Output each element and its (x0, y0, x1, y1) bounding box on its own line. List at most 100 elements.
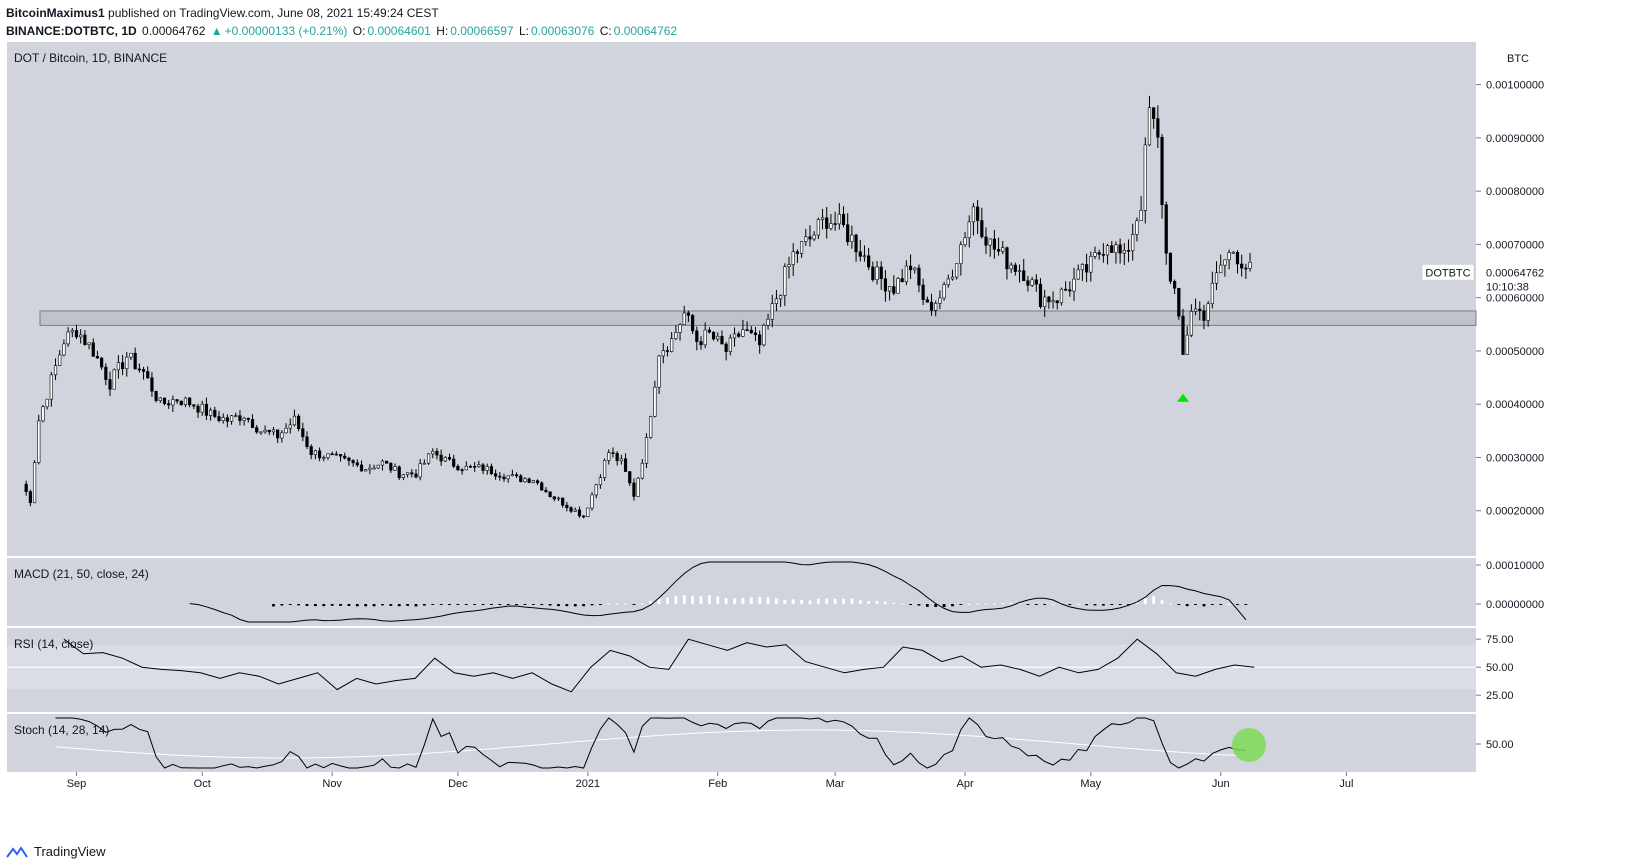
candle (971, 206, 976, 223)
candle (728, 337, 732, 352)
publish-info: published on TradingView.com, June 08, 2… (108, 6, 439, 20)
candle (519, 475, 523, 483)
candle (58, 354, 62, 366)
candle (611, 452, 615, 454)
candle (221, 417, 225, 421)
candle (996, 249, 1001, 252)
candle (1005, 247, 1009, 270)
candle (204, 403, 209, 416)
macd-histogram-bar (456, 604, 460, 605)
bar-countdown-label: 10:10:38 (1486, 281, 1529, 293)
candle (238, 415, 242, 421)
macd-histogram-bar (1009, 602, 1013, 604)
candle (1097, 252, 1101, 255)
macd-histogram-bar (1210, 604, 1214, 605)
time-tick-label: Nov (322, 778, 342, 790)
candle (615, 453, 619, 462)
candle (1160, 136, 1164, 206)
macd-histogram-bar (900, 603, 904, 605)
candle (426, 453, 431, 464)
rsi-title: RSI (14, close) (14, 637, 93, 651)
candle (167, 403, 171, 406)
author-name[interactable]: BitcoinMaximus1 (6, 6, 105, 20)
candle (447, 457, 452, 460)
candle (209, 409, 213, 416)
macd-histogram-bar (1152, 596, 1156, 604)
candle (1248, 261, 1252, 269)
macd-histogram-bar (1085, 604, 1088, 606)
candle (619, 458, 623, 462)
candle (598, 477, 603, 486)
candle (129, 352, 133, 358)
candle (313, 450, 317, 456)
macd-histogram-bar (364, 604, 368, 607)
macd-histogram-bar (951, 604, 954, 607)
candle (686, 312, 691, 316)
candle (1189, 311, 1193, 336)
candle (565, 504, 569, 508)
candle (1177, 287, 1181, 317)
macd-histogram-bar (1227, 603, 1231, 605)
candle (188, 397, 192, 406)
open-label: O: (352, 24, 366, 38)
candle (53, 365, 58, 376)
macd-histogram-bar (1068, 604, 1072, 605)
candle (1013, 264, 1017, 272)
candle (401, 474, 406, 478)
candle (1173, 280, 1177, 289)
candle (196, 405, 200, 413)
candle (510, 474, 514, 477)
candle (1164, 204, 1168, 254)
candle (217, 416, 221, 421)
buy-signal-icon (1177, 393, 1189, 402)
tradingview-footer[interactable]: TradingView (6, 844, 106, 859)
candle (1001, 247, 1005, 252)
candle (657, 355, 661, 388)
candle (888, 286, 892, 292)
symbol-label: BINANCE:DOTBTC, 1D (6, 24, 137, 38)
candle (976, 206, 980, 221)
macd-histogram-bar (414, 604, 418, 607)
candle (1072, 278, 1076, 292)
candle (942, 284, 946, 299)
candle (162, 397, 167, 404)
macd-histogram-bar (297, 604, 301, 606)
candle (883, 278, 888, 292)
candle (397, 466, 401, 478)
candle (372, 467, 376, 470)
macd-histogram-bar (322, 604, 326, 607)
candle (1047, 296, 1051, 303)
macd-histogram-bar (372, 604, 376, 607)
candle (456, 465, 460, 471)
macd-histogram-bar (1043, 604, 1047, 605)
candle (1089, 256, 1093, 273)
close-value: 0.00064762 (613, 24, 678, 38)
last-price: 0.00064762 (142, 24, 206, 38)
candle (37, 420, 41, 463)
candle (858, 251, 862, 257)
stoch-title: Stoch (14, 28, 14) (14, 723, 109, 737)
macd-histogram-bar (531, 604, 535, 605)
candle (1135, 220, 1139, 235)
candle (460, 469, 464, 472)
macd-histogram-bar (992, 603, 996, 605)
candle (179, 400, 183, 406)
chart-canvas[interactable]: 0.00100000 0.00090000 0.00080000 0.00070000… (0, 42, 1627, 832)
candle (1181, 315, 1185, 355)
macd-histogram-bar (313, 604, 317, 607)
candle (573, 509, 577, 512)
macd-histogram-bar (305, 604, 309, 606)
candle (908, 265, 913, 271)
candle (531, 480, 535, 483)
candle (263, 429, 267, 433)
macd-histogram-bar (967, 603, 971, 605)
price-unit-label: BTC (1507, 53, 1529, 65)
candle (410, 472, 414, 475)
macd-panel (7, 558, 1476, 626)
macd-histogram-bar (842, 598, 845, 604)
candle (1231, 251, 1235, 254)
candle (1219, 264, 1223, 274)
candle (921, 284, 925, 300)
candle (674, 332, 678, 339)
change-up-icon: ▲ (210, 24, 223, 38)
